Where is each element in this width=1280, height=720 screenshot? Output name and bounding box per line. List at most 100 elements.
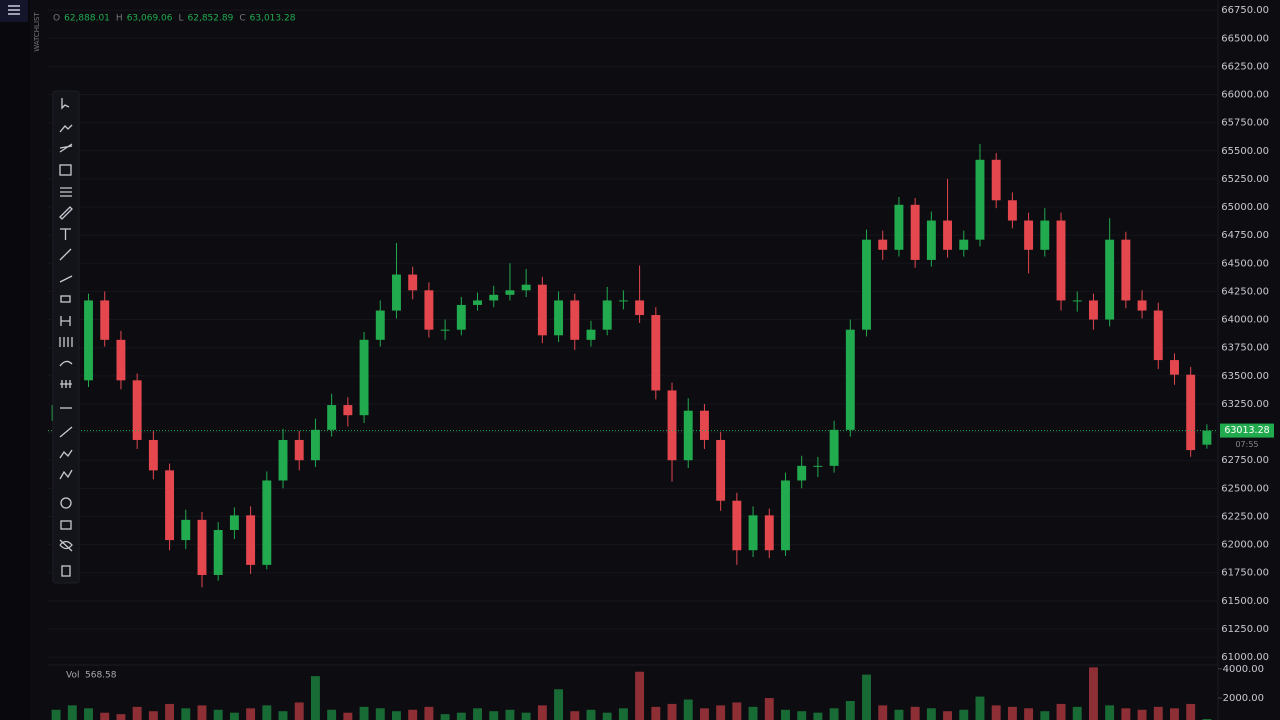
y-tick-label: 63250.00 [1221,399,1269,410]
volume-bar [926,708,936,720]
volume-bar [181,708,191,720]
volume-bar [473,708,482,720]
volume-bar [570,711,580,720]
volume-bar [1202,718,1212,720]
candle-body [959,239,969,250]
magnet-tool[interactable] [60,497,72,509]
watchlist-tab[interactable]: WATCHLIST [33,12,41,52]
volume-bar [829,708,839,720]
candle-body [764,515,774,551]
candle-body [651,315,661,391]
candle-body [570,300,580,340]
candle-body [246,515,256,565]
line-tool[interactable] [59,143,73,153]
side-strip [0,0,30,720]
candle-body [732,500,742,551]
volume-bar [554,689,564,720]
candle-body [100,300,110,340]
volume-bar [748,706,758,720]
menu-button[interactable] [0,0,28,22]
volume-bar [392,711,401,720]
candle-body [1186,374,1196,451]
text-tool[interactable] [60,228,71,240]
y-tick-label: 64750.00 [1221,230,1269,241]
candle-body [440,329,450,331]
volume-bar [651,706,661,720]
volume-bar [229,712,239,720]
volume-bar [1040,711,1050,720]
y-tick-label: 66500.00 [1221,33,1269,44]
ohlc-key: O [53,14,60,24]
hide-tool[interactable] [59,539,73,552]
candle-body [310,429,320,461]
last-price-label: 63013.28 [1224,425,1269,436]
volume-bar [732,702,742,720]
volume-bar [521,712,531,720]
cursor-tool[interactable] [61,98,70,110]
forecast-tool[interactable] [59,449,73,459]
candle-body [1007,200,1017,221]
drawing-toolbar [52,90,80,584]
volume-bar [1072,706,1082,720]
volume-bar [699,708,709,720]
shape-tool[interactable] [59,164,72,176]
candle-body [699,410,709,440]
candle-body [1024,220,1034,250]
volume-bar [845,700,855,720]
volume-bar [67,705,77,720]
pattern-tool[interactable] [59,337,73,347]
delete-tool[interactable] [61,565,71,577]
candle-body [667,390,677,461]
y-tick-label: 63750.00 [1221,343,1269,354]
ohlc-value: 63,069.06 [127,14,173,24]
arc-tool[interactable] [59,360,73,367]
candle-body [862,239,871,330]
candle-body [845,329,855,430]
candle-body [262,480,272,565]
brush-tool[interactable] [59,206,73,220]
y-tick-label: 64500.00 [1221,258,1269,269]
candle-body [554,300,564,336]
note-tool[interactable] [60,295,71,303]
volume-bar [797,711,807,720]
volume-name: Vol [66,671,79,681]
y-tick-label: 66250.00 [1221,61,1269,72]
volume-bar [1186,703,1196,720]
measure-tool[interactable] [59,426,73,438]
candle-body [748,515,758,551]
candle-body [602,300,612,330]
y-tick-label: 64000.00 [1221,315,1269,326]
y-tick-label: 61750.00 [1221,568,1269,579]
candle-body [943,220,953,250]
trend-tool[interactable] [59,124,73,133]
candle-body [878,239,888,250]
ray-tool[interactable] [59,275,73,283]
volume-bar [424,706,434,720]
volume-bar [359,706,369,720]
candle-body [926,220,936,260]
ohlc-key: L [179,14,184,24]
volume-bar [1137,709,1147,720]
volume-bar [959,709,969,720]
volume-bar [878,705,888,720]
candle-body [829,429,839,466]
grid-tool[interactable] [60,380,72,388]
percent-tool[interactable] [59,248,72,261]
lock-tool[interactable] [60,520,72,530]
volume-bar [618,708,628,720]
y-tick-label: 66750.00 [1221,5,1269,16]
candle-body [278,439,288,481]
fib-tool[interactable] [60,187,72,197]
range-tool[interactable] [60,316,71,326]
volume-bar [84,708,93,720]
candle-body [991,159,1001,201]
volume-bar [440,714,450,720]
volume-bar [586,709,596,720]
volume-bar [1153,706,1163,720]
candle-body [294,439,304,461]
volume-bar [51,709,61,720]
countdown: 07:55 [1235,440,1258,449]
path-tool[interactable] [59,469,73,480]
volume-bar [1024,708,1034,720]
